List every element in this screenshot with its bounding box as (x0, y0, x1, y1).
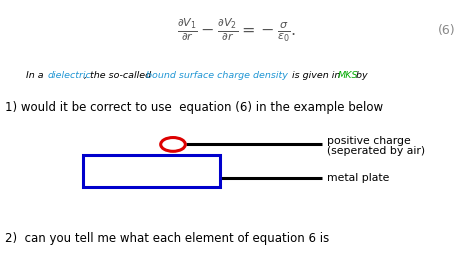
Text: (seperated by air): (seperated by air) (327, 145, 425, 156)
Text: MKS: MKS (338, 71, 358, 80)
Text: metal plate: metal plate (327, 173, 390, 183)
Text: bound surface charge density: bound surface charge density (146, 71, 287, 80)
Text: by: by (353, 71, 367, 80)
Text: positive charge: positive charge (327, 136, 411, 146)
Text: (6): (6) (438, 24, 455, 37)
Text: dielectric: dielectric (47, 71, 91, 80)
Text: In a: In a (26, 71, 47, 80)
Text: is given in: is given in (289, 71, 344, 80)
Circle shape (161, 138, 185, 151)
Text: 2)  can you tell me what each element of equation 6 is: 2) can you tell me what each element of … (5, 232, 329, 245)
Text: , the so-called: , the so-called (84, 71, 155, 80)
Bar (83, 155, 220, 187)
Text: $\frac{\partial V_1}{\partial r} - \frac{\partial V_2}{\partial r} = -\frac{\sig: $\frac{\partial V_1}{\partial r} - \frac… (177, 17, 297, 44)
Text: 1) would it be correct to use  equation (6) in the example below: 1) would it be correct to use equation (… (5, 101, 383, 114)
